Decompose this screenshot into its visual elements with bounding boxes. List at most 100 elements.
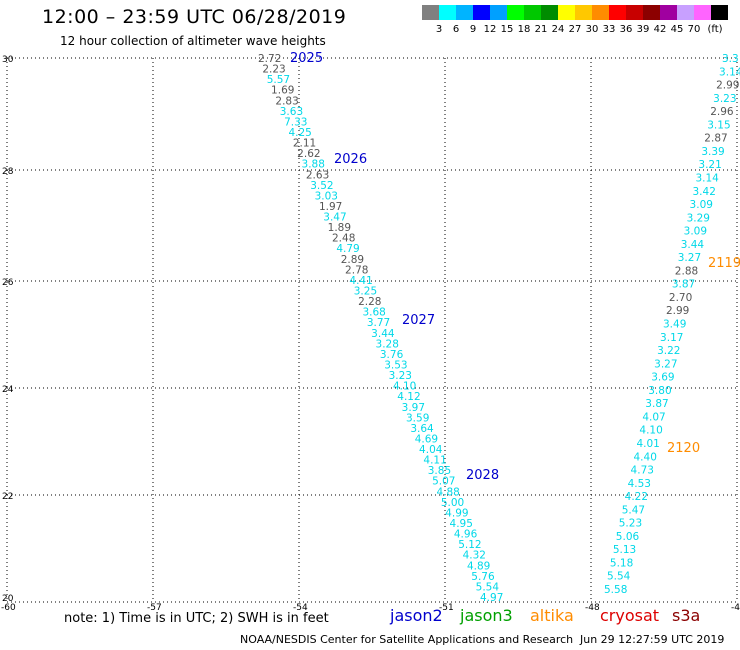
wave-height-value: 3.68 [362, 307, 385, 319]
wave-height-value: 4.12 [397, 391, 420, 403]
legend-swatch [541, 5, 558, 20]
legend-label: 36 [619, 24, 633, 35]
wave-height-value: 5.54 [607, 571, 631, 583]
wave-height-value: 5.76 [471, 571, 495, 583]
wave-height-value: 3.76 [380, 349, 404, 361]
legend-swatch [524, 5, 541, 20]
page-subtitle: 12 hour collection of altimeter wave hei… [60, 34, 326, 48]
wave-height-value: 2.99 [716, 80, 739, 92]
longitude-tick-label: -60 [1, 603, 16, 613]
wave-height-value: 5.07 [432, 476, 455, 488]
wave-height-value: 3.17 [660, 332, 683, 344]
longitude-tick-label: -48 [585, 603, 600, 613]
wave-height-value: 2.70 [669, 292, 692, 304]
wave-height-value: 4.41 [349, 275, 372, 287]
wave-height-value: 4.40 [634, 451, 657, 463]
satellite-jason3: jason3 [460, 606, 513, 625]
latitude-tick-label: 28 [2, 167, 14, 177]
wave-height-value: 3.59 [406, 412, 429, 424]
wave-height-value: 3.28 [376, 338, 399, 350]
legend-swatch [439, 5, 456, 20]
wave-height-value: 4.22 [625, 491, 648, 503]
legend-label: 70 [687, 24, 701, 35]
wave-height-value: 3.22 [657, 345, 680, 357]
legend-label: 15 [500, 24, 514, 35]
wave-height-value: 3.09 [690, 199, 713, 211]
wave-height-value: 4.73 [631, 465, 654, 477]
legend-label: 12 [483, 24, 497, 35]
wave-height-value: 3.87 [645, 398, 668, 410]
wave-height-value: 3.87 [672, 279, 695, 291]
wave-height-value: 2.63 [306, 169, 329, 181]
wave-height-value: 1.69 [271, 85, 294, 97]
wave-height-readings: 2.722.235.571.692.833.637.334.252.112.62… [258, 53, 740, 604]
wave-height-value: 5.12 [458, 539, 481, 551]
wave-height-value: 3.88 [302, 159, 325, 171]
legend-swatch [626, 5, 643, 20]
wave-height-value: 4.32 [463, 550, 486, 562]
wave-height-value: 3.53 [384, 359, 407, 371]
wave-height-value: 3.39 [701, 146, 724, 158]
satellite-cryosat: cryosat [600, 606, 660, 625]
wave-height-value: 4.89 [467, 560, 490, 572]
satellite-altika: altika [530, 606, 574, 625]
footer-note: note: 1) Time is in UTC; 2) SWH is in fe… [64, 611, 329, 626]
satellite-jason2: jason2 [390, 606, 443, 625]
wave-height-value: 3.3 [722, 53, 739, 65]
track-labels: 2025 2026 2027 2028 2119 2120 [290, 51, 740, 483]
wave-height-value: 2.48 [332, 233, 355, 245]
legend-label: 18 [517, 24, 531, 35]
wave-height-value: 4.10 [639, 425, 662, 437]
wave-height-value: 4.96 [454, 529, 478, 541]
wave-height-value: 2.78 [345, 264, 368, 276]
wave-height-value: 5.54 [476, 581, 500, 593]
wave-height-value: 2.87 [704, 133, 727, 145]
wave-height-value: 3.09 [684, 226, 707, 238]
wave-height-value: 4.79 [336, 243, 359, 255]
legend-swatch [711, 5, 728, 20]
wave-height-value: 5.23 [619, 518, 642, 530]
wave-height-value: 2.11 [293, 138, 316, 150]
wave-height-value: 5.06 [616, 531, 640, 543]
wave-height-value: 3.77 [367, 317, 390, 329]
wave-height-value: 3.27 [654, 358, 677, 370]
wave-height-value: 2.23 [262, 64, 285, 76]
wave-height-value: 3.42 [693, 186, 716, 198]
wave-height-value: 3.97 [402, 402, 425, 414]
wave-height-value: 5.18 [610, 557, 633, 569]
wave-height-value: 2.88 [675, 265, 698, 277]
wave-height-value: 3.44 [681, 239, 705, 251]
wave-height-value: 3.85 [428, 465, 451, 477]
legend-swatch [643, 5, 660, 20]
legend-swatch [456, 5, 473, 20]
wave-height-value: 2.72 [258, 53, 281, 65]
wave-height-value: 2.62 [297, 148, 320, 160]
wave-height-value: 4.69 [415, 433, 438, 445]
wave-height-value: 2.99 [666, 305, 689, 317]
wave-height-value: 3.23 [713, 93, 736, 105]
latitude-tick-label: 20 [2, 594, 14, 604]
track-number-label: 2027 [402, 313, 435, 328]
wave-height-value: 4.07 [642, 411, 665, 423]
wave-height-value: 1.89 [328, 222, 351, 234]
wave-height-value: 4.88 [436, 486, 459, 498]
wave-height-value: 5.57 [267, 74, 290, 86]
wave-height-value: 5.47 [622, 504, 645, 516]
legend-swatch [507, 5, 524, 20]
wave-height-value: 3.23 [389, 370, 412, 382]
wave-height-value: 3.21 [698, 159, 721, 171]
latitude-tick-label: 22 [2, 492, 13, 502]
wave-height-value: 3.47 [323, 212, 346, 224]
wave-height-value: 5.58 [604, 584, 627, 596]
wave-height-value: 4.10 [393, 381, 416, 393]
wave-height-value: 7.33 [284, 116, 307, 128]
wave-height-value: 3.80 [648, 385, 671, 397]
wave-height-value: 3.49 [663, 319, 686, 331]
axis-labels: 30 28 26 24 22 20-60 -57 -54 -51 -48 -45 [1, 55, 740, 613]
longitude-tick-label: -51 [439, 603, 454, 613]
legend-swatch [558, 5, 575, 20]
legend-swatch [660, 5, 677, 20]
wave-height-value: 2.83 [275, 95, 298, 107]
legend-label: 3 [435, 24, 443, 35]
generated-timestamp: Jun 29 12:27:59 UTC 2019 [580, 633, 725, 646]
